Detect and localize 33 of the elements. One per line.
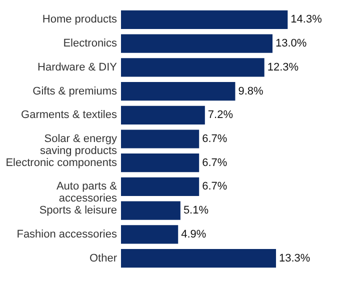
y-tick-label: Electronics [63, 38, 118, 50]
data-label: 6.7% [202, 133, 228, 145]
data-label: 4.9% [181, 228, 206, 240]
y-tick-label: Sports & leisure [39, 204, 117, 217]
y-tick-label: Gifts & premiums [32, 85, 118, 98]
bar [121, 130, 200, 148]
y-tick-label: Auto parts & accessories [56, 180, 118, 205]
bar [121, 10, 288, 29]
bar [121, 82, 236, 101]
data-label: 12.3% [267, 61, 299, 74]
bar [121, 34, 273, 53]
data-label: 9.8% [238, 85, 264, 98]
y-tick-label: Garments & textiles [21, 109, 118, 122]
y-tick-label: Other [89, 252, 118, 264]
data-label: 14.3% [290, 14, 322, 26]
data-label: 6.7% [202, 156, 228, 169]
data-label: 6.7% [202, 180, 228, 193]
bar [121, 201, 180, 220]
y-tick-label: Electronic components [6, 156, 118, 169]
data-label: 13.3% [279, 252, 310, 264]
bar [121, 249, 276, 268]
y-tick-label: Solar & energy saving products [40, 133, 118, 157]
data-label: 7.2% [208, 109, 234, 122]
y-tick-label: Fashion accessories [16, 228, 118, 240]
bar [121, 58, 264, 77]
y-tick-label: Hardware & DIY [38, 61, 118, 74]
data-label: 13.0% [276, 38, 307, 50]
bar [121, 154, 200, 172]
bar [121, 177, 200, 196]
bar [121, 106, 205, 124]
bar [121, 225, 178, 244]
data-label: 5.1% [183, 204, 209, 217]
y-tick-label: Home products [42, 14, 118, 26]
